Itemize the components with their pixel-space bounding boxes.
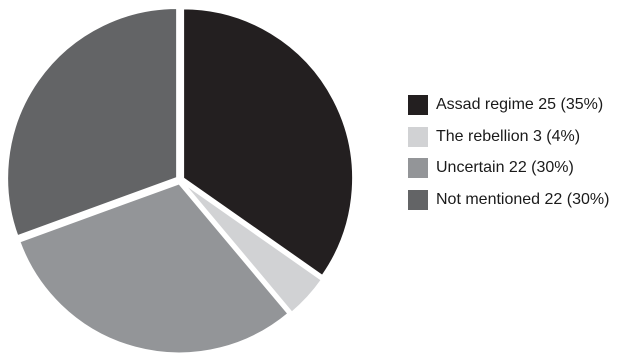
legend-label-assad-regime: Assad regime 25 (35%)	[436, 96, 604, 113]
pie-slice-not-mentioned	[6, 6, 179, 238]
legend: Assad regime 25 (35%) The rebellion 3 (4…	[408, 90, 639, 216]
legend-item-assad-regime: Assad regime 25 (35%)	[408, 90, 639, 120]
pie-slice-assad-regime	[182, 7, 355, 278]
legend-swatch-not-mentioned	[408, 189, 428, 210]
pie-plot	[6, 6, 355, 355]
legend-swatch-assad-regime	[408, 95, 428, 115]
legend-label-not-mentioned: Not mentioned 22 (30%)	[436, 190, 610, 208]
legend-label-the-rebellion: The rebellion 3 (4%)	[436, 127, 581, 145]
legend-swatch-the-rebellion	[408, 126, 428, 147]
legend-item-not-mentioned: Not mentioned 22 (30%)	[408, 185, 639, 215]
legend-item-the-rebellion: The rebellion 3 (4%)	[408, 122, 639, 152]
pie-slice-the-rebellion	[181, 181, 324, 314]
legend-label-uncertain: Uncertain 22 (30%)	[436, 159, 574, 176]
legend-swatch-uncertain	[408, 158, 428, 178]
legend-item-uncertain: Uncertain 22 (30%)	[408, 153, 639, 183]
pie-slice-uncertain	[18, 182, 290, 355]
